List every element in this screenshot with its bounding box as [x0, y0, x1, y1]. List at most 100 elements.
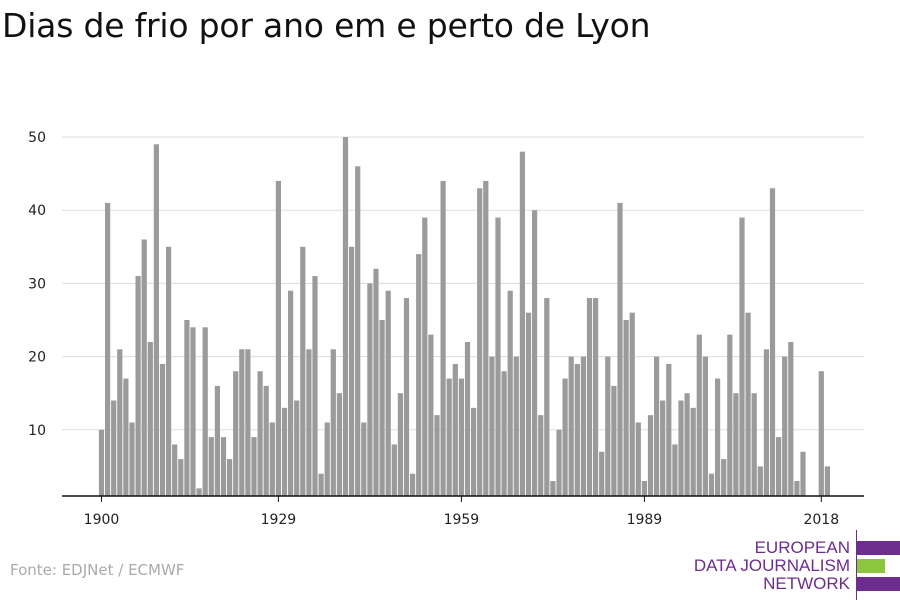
bars — [98, 137, 830, 497]
bar-1993 — [666, 363, 672, 496]
bar-1918 — [208, 437, 214, 496]
bar-2012 — [782, 356, 788, 496]
bar-1925 — [251, 437, 257, 496]
bar-1932 — [294, 400, 300, 496]
logo-bar-green — [857, 559, 885, 573]
bar-1933 — [300, 246, 306, 496]
bar-1910 — [159, 363, 166, 496]
bar-1974 — [550, 481, 556, 496]
bar-1968 — [513, 356, 519, 496]
bar-1940 — [342, 137, 349, 496]
bar-2003 — [727, 334, 733, 496]
bar-1945 — [373, 268, 379, 496]
bar-1928 — [269, 422, 275, 496]
bar-1987 — [629, 312, 635, 496]
bar-2018 — [818, 371, 824, 496]
bar-1903 — [117, 349, 123, 496]
bar-2014 — [794, 481, 800, 496]
bar-1955 — [434, 415, 440, 496]
x-tick-label-1900: 1900 — [84, 512, 120, 528]
bar-1919 — [214, 385, 220, 496]
bar-2004 — [733, 393, 739, 496]
bar-1989 — [641, 481, 647, 496]
bar-1934 — [306, 349, 312, 496]
bar-2011 — [776, 437, 782, 496]
bar-1982 — [599, 451, 605, 496]
bar-1964 — [489, 356, 495, 496]
bar-1984 — [611, 385, 617, 496]
bar-1960 — [464, 341, 471, 496]
bar-1942 — [355, 166, 361, 496]
bar-1909 — [153, 144, 159, 496]
y-tick-label-20: 20 — [28, 350, 46, 366]
bar-1912 — [172, 444, 178, 496]
bar-1954 — [428, 334, 434, 496]
bar-1953 — [422, 217, 428, 496]
bar-1901 — [105, 202, 111, 496]
logo-text-line-2: DATA JOURNALISM — [693, 556, 850, 575]
bar-1962 — [477, 188, 483, 497]
bar-1957 — [446, 378, 452, 496]
bar-1951 — [410, 473, 416, 496]
bar-1963 — [483, 180, 489, 497]
x-tick-label-1989: 1989 — [627, 512, 663, 528]
bar-1916 — [196, 488, 202, 496]
bar-1915 — [190, 327, 196, 496]
bar-1921 — [227, 459, 233, 496]
bar-2013 — [788, 341, 794, 496]
bar-1913 — [178, 459, 184, 496]
bar-2007 — [751, 393, 757, 496]
bar-1936 — [318, 473, 324, 496]
bar-2000 — [708, 473, 715, 496]
bar-1908 — [147, 341, 153, 496]
bar-1967 — [507, 290, 513, 496]
bar-1906 — [135, 276, 141, 496]
bar-1990 — [647, 415, 654, 496]
bar-2001 — [715, 378, 721, 496]
x-tick-label-1959: 1959 — [444, 512, 480, 528]
chart-title: Dias de frio por ano em e perto de Lyon — [2, 6, 651, 45]
y-tick-label-50: 50 — [28, 130, 46, 146]
bar-1931 — [288, 290, 294, 496]
bar-1947 — [385, 290, 391, 496]
logo-text-line-3: NETWORK — [763, 574, 850, 593]
bar-1956 — [440, 180, 446, 497]
bar-2009 — [763, 349, 769, 496]
bar-1969 — [519, 151, 525, 496]
bar-1961 — [471, 407, 477, 496]
bar-1970 — [525, 312, 532, 496]
bar-1991 — [654, 356, 660, 496]
bar-1902 — [111, 400, 117, 496]
bar-1939 — [336, 393, 342, 496]
bar-1999 — [702, 356, 708, 496]
bar-1975 — [556, 429, 562, 496]
bar-1988 — [635, 422, 641, 496]
bar-2006 — [745, 312, 751, 496]
bar-1941 — [349, 246, 355, 496]
bar-2019 — [824, 466, 830, 496]
bar-1938 — [330, 349, 336, 496]
x-ticks: 1900 1929 1959 1989 2018 — [84, 496, 839, 528]
logo-text-line-1: EUROPEAN — [754, 538, 850, 557]
bar-1965 — [495, 217, 501, 496]
logo-bar-purple-top — [857, 541, 900, 555]
bar-1900 — [98, 429, 105, 496]
bar-1986 — [623, 320, 629, 496]
bar-2015 — [800, 451, 806, 496]
bar-1904 — [123, 378, 129, 496]
bar-1923 — [239, 349, 245, 496]
bar-2010 — [769, 188, 776, 497]
bar-1930 — [281, 407, 288, 496]
bar-1976 — [562, 378, 568, 496]
bar-1966 — [501, 371, 507, 496]
bar-1914 — [184, 320, 190, 496]
bar-2002 — [721, 459, 727, 496]
bar-1983 — [605, 356, 611, 496]
bar-1922 — [233, 371, 239, 496]
edjnet-logo: EUROPEAN DATA JOURNALISM NETWORK — [694, 530, 900, 600]
y-tick-label-10: 10 — [28, 423, 46, 439]
bar-1997 — [690, 407, 696, 496]
bar-1935 — [312, 276, 318, 496]
bar-1948 — [391, 444, 397, 496]
bar-1996 — [684, 393, 690, 496]
